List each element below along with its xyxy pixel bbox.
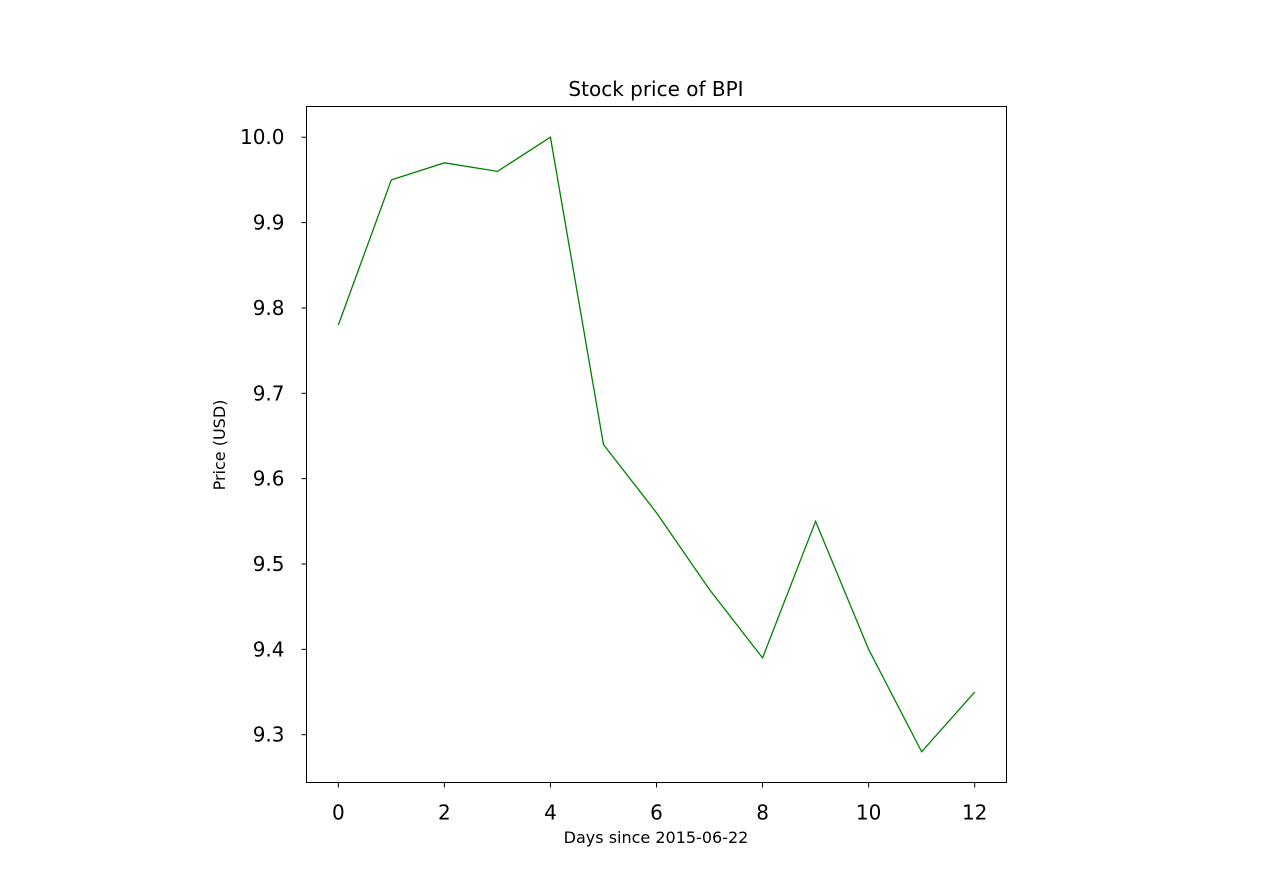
y-axis-label: Price (USD) bbox=[210, 400, 229, 491]
y-tick-label: 9.7 bbox=[253, 381, 285, 405]
y-tick-label: 9.8 bbox=[253, 296, 285, 320]
x-tick-label: 4 bbox=[544, 801, 557, 825]
series-group bbox=[337, 136, 976, 753]
x-tick-label: 2 bbox=[438, 801, 451, 825]
x-tick-label: 6 bbox=[650, 801, 663, 825]
y-tick-label: 9.9 bbox=[253, 211, 285, 235]
plot-area-frame bbox=[306, 106, 1007, 783]
y-tick-label: 9.6 bbox=[253, 467, 285, 491]
x-tick-label: 0 bbox=[332, 801, 345, 825]
x-tick-label: 12 bbox=[962, 801, 987, 825]
x-axis: 0 2 4 6 8 10 12 bbox=[332, 782, 987, 825]
x-tick-label: 8 bbox=[756, 801, 769, 825]
y-tick-label: 9.4 bbox=[253, 637, 285, 661]
y-axis: 9.3 9.4 9.5 9.6 9.7 9.8 9.9 10.0 bbox=[240, 125, 307, 747]
y-tick-label: 9.3 bbox=[253, 723, 285, 747]
y-tick-label: 10.0 bbox=[240, 125, 285, 149]
y-tick-label: 9.5 bbox=[253, 552, 285, 576]
x-tick-label: 10 bbox=[856, 801, 881, 825]
x-axis-label: Days since 2015-06-22 bbox=[564, 828, 749, 847]
series-line bbox=[337, 136, 976, 753]
chart-title: Stock price of BPI bbox=[568, 77, 743, 101]
